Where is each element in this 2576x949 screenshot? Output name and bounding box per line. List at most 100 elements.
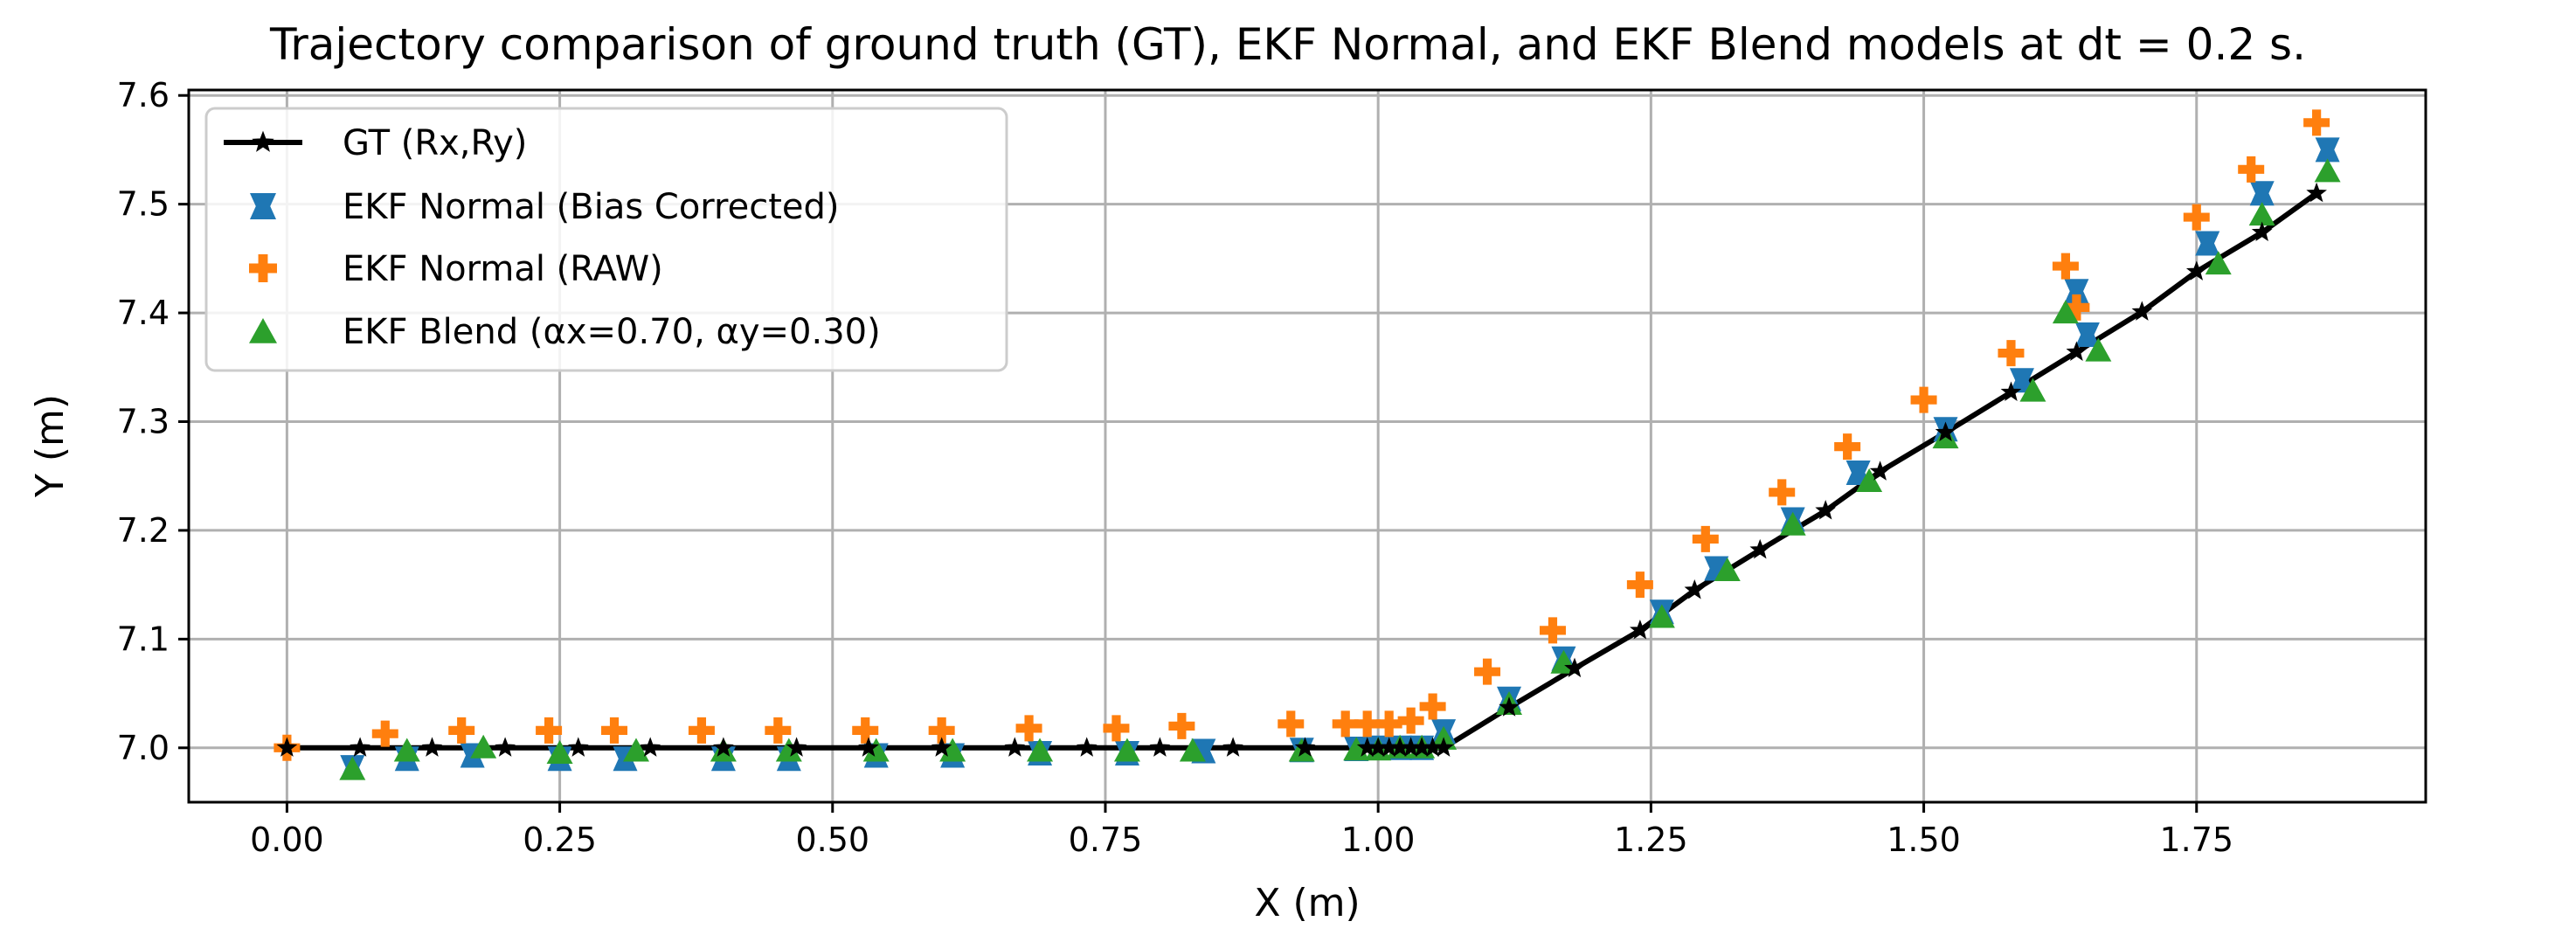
x-axis-ticks: 0.00 0.25 0.50 0.75 1.00 1.25 1.50 1.75 [250, 802, 2233, 859]
ekf-blend-point [2019, 378, 2046, 402]
ekf-bias-corrected-point [2074, 322, 2100, 347]
x-tick-label: 1.75 [2159, 821, 2233, 859]
ekf-raw-point [928, 717, 955, 744]
legend-label-gt: GT (Rx,Ry) [343, 123, 527, 163]
y-tick-label: 7.6 [117, 76, 170, 114]
ekf-raw-point [688, 717, 715, 744]
ekf-raw-point [1539, 617, 1566, 644]
gt-point [2000, 381, 2022, 401]
ekf-blend-point [1027, 738, 1054, 762]
ekf-blend-point [862, 738, 890, 762]
ekf-raw-point [765, 717, 792, 744]
legend-label-ekf-raw: EKF Normal (RAW) [343, 249, 663, 289]
ekf-blend-point [2314, 158, 2341, 183]
ekf-blend-point [2248, 202, 2275, 226]
gt-point [1294, 737, 1316, 757]
ekf-raw-point [1375, 710, 1402, 738]
gt-point [1004, 737, 1026, 757]
ekf-blend-point [339, 756, 366, 780]
gt-point [1684, 578, 1706, 599]
ekf-blend-point [939, 738, 966, 762]
gt-point [568, 737, 589, 757]
x-tick-label: 0.50 [795, 821, 869, 859]
x-tick-label: 0.00 [250, 821, 324, 859]
gt-point [2251, 221, 2273, 242]
ekf-blend-point [2052, 300, 2079, 324]
ekf-raw-point [448, 717, 475, 744]
ekf-raw-point [2303, 109, 2330, 136]
ekf-raw-point [1332, 710, 1359, 738]
ekf-raw-point [371, 720, 398, 747]
gt-point [350, 737, 370, 757]
gt-point [2185, 260, 2207, 281]
legend-marker-ekf-blend [249, 318, 277, 343]
legend-marker-gt [252, 130, 274, 152]
gt-point [1076, 737, 1098, 757]
ekf-raw-point [1769, 479, 1796, 506]
y-axis-label: Y (m) [28, 394, 73, 498]
y-axis-ticks: 7.0 7.1 7.2 7.3 7.4 7.5 7.6 [117, 76, 189, 767]
gt-point [2306, 182, 2327, 203]
ekf-raw-point [601, 717, 628, 744]
gt-point [1935, 421, 1956, 441]
gt-point [640, 737, 661, 757]
ekf-blend-point [1179, 738, 1206, 762]
y-tick-label: 7.4 [117, 294, 170, 332]
y-tick-label: 7.1 [117, 620, 170, 658]
ekf-blend-point [2205, 251, 2232, 275]
gt-point [1433, 737, 1454, 757]
gt-point [786, 737, 807, 757]
ekf-bias-corrected-point [2195, 231, 2220, 256]
ekf-blend-point [393, 738, 420, 762]
ekf-blend-point [1714, 557, 1741, 581]
gt-point [1869, 461, 1891, 481]
gt-point [495, 737, 516, 757]
ekf-raw-point [2052, 253, 2079, 280]
ekf-raw-point [2238, 156, 2265, 183]
legend-marker-ekf-bias-corrected [250, 193, 276, 219]
ekf-raw-point [1397, 707, 1424, 734]
x-tick-label: 0.25 [523, 821, 597, 859]
y-tick-label: 7.0 [117, 729, 170, 767]
ekf-blend-point [470, 734, 497, 759]
x-tick-label: 1.25 [1614, 821, 1688, 859]
ekf-bias-corrected-point [2315, 137, 2340, 163]
gt-point [1749, 538, 1771, 559]
legend-item-gt: GT (Rx,Ry) [224, 123, 527, 163]
gt-point [713, 737, 734, 757]
ekf-raw-point [1168, 712, 1195, 739]
chart-title: Trajectory comparison of ground truth (G… [269, 19, 2306, 70]
ekf-blend-point [546, 740, 573, 765]
gt-point [276, 737, 298, 757]
ekf-raw-point [536, 717, 563, 744]
legend-box [204, 107, 1008, 372]
x-tick-label: 0.75 [1069, 821, 1143, 859]
ekf-raw-point [1103, 715, 1130, 742]
y-tick-label: 7.2 [117, 511, 170, 550]
ekf-raw-point [2183, 204, 2210, 231]
ekf-raw-point [1015, 715, 1042, 742]
gt-point [1499, 696, 1520, 717]
x-tick-label: 1.00 [1341, 821, 1416, 859]
ekf-bias-corrected-point [2009, 368, 2034, 393]
gt-point [2131, 301, 2153, 321]
gt-point [421, 737, 443, 757]
ekf-raw-point [1626, 571, 1653, 599]
ekf-blend-point [623, 738, 649, 762]
gt-point [1222, 737, 1243, 757]
ekf-raw-point [1998, 340, 2025, 367]
y-tick-label: 7.3 [117, 403, 170, 441]
ekf-raw-point [1910, 386, 1937, 413]
ekf-raw-point [1278, 710, 1305, 738]
ekf-bias-corrected-point [2064, 279, 2089, 304]
ekf-raw-point [1419, 693, 1446, 720]
ekf-blend-point [775, 738, 802, 762]
gt-point [1149, 737, 1171, 757]
ekf-raw-point [1834, 433, 1861, 461]
ekf-raw-point [1354, 710, 1381, 738]
gt-point [1564, 657, 1585, 678]
legend-label-ekf-bias-corrected: EKF Normal (Bias Corrected) [343, 187, 840, 227]
ekf-raw-point [1692, 525, 1719, 552]
ekf-raw-point [852, 717, 879, 744]
gt-point [1630, 619, 1651, 640]
